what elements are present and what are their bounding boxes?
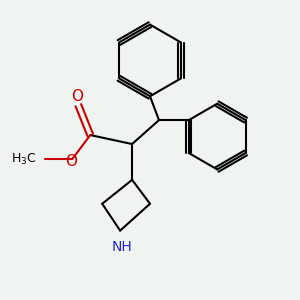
- Text: NH: NH: [111, 240, 132, 254]
- Text: H$_3$C: H$_3$C: [11, 152, 37, 166]
- Text: O: O: [71, 89, 83, 104]
- Text: O: O: [65, 154, 77, 169]
